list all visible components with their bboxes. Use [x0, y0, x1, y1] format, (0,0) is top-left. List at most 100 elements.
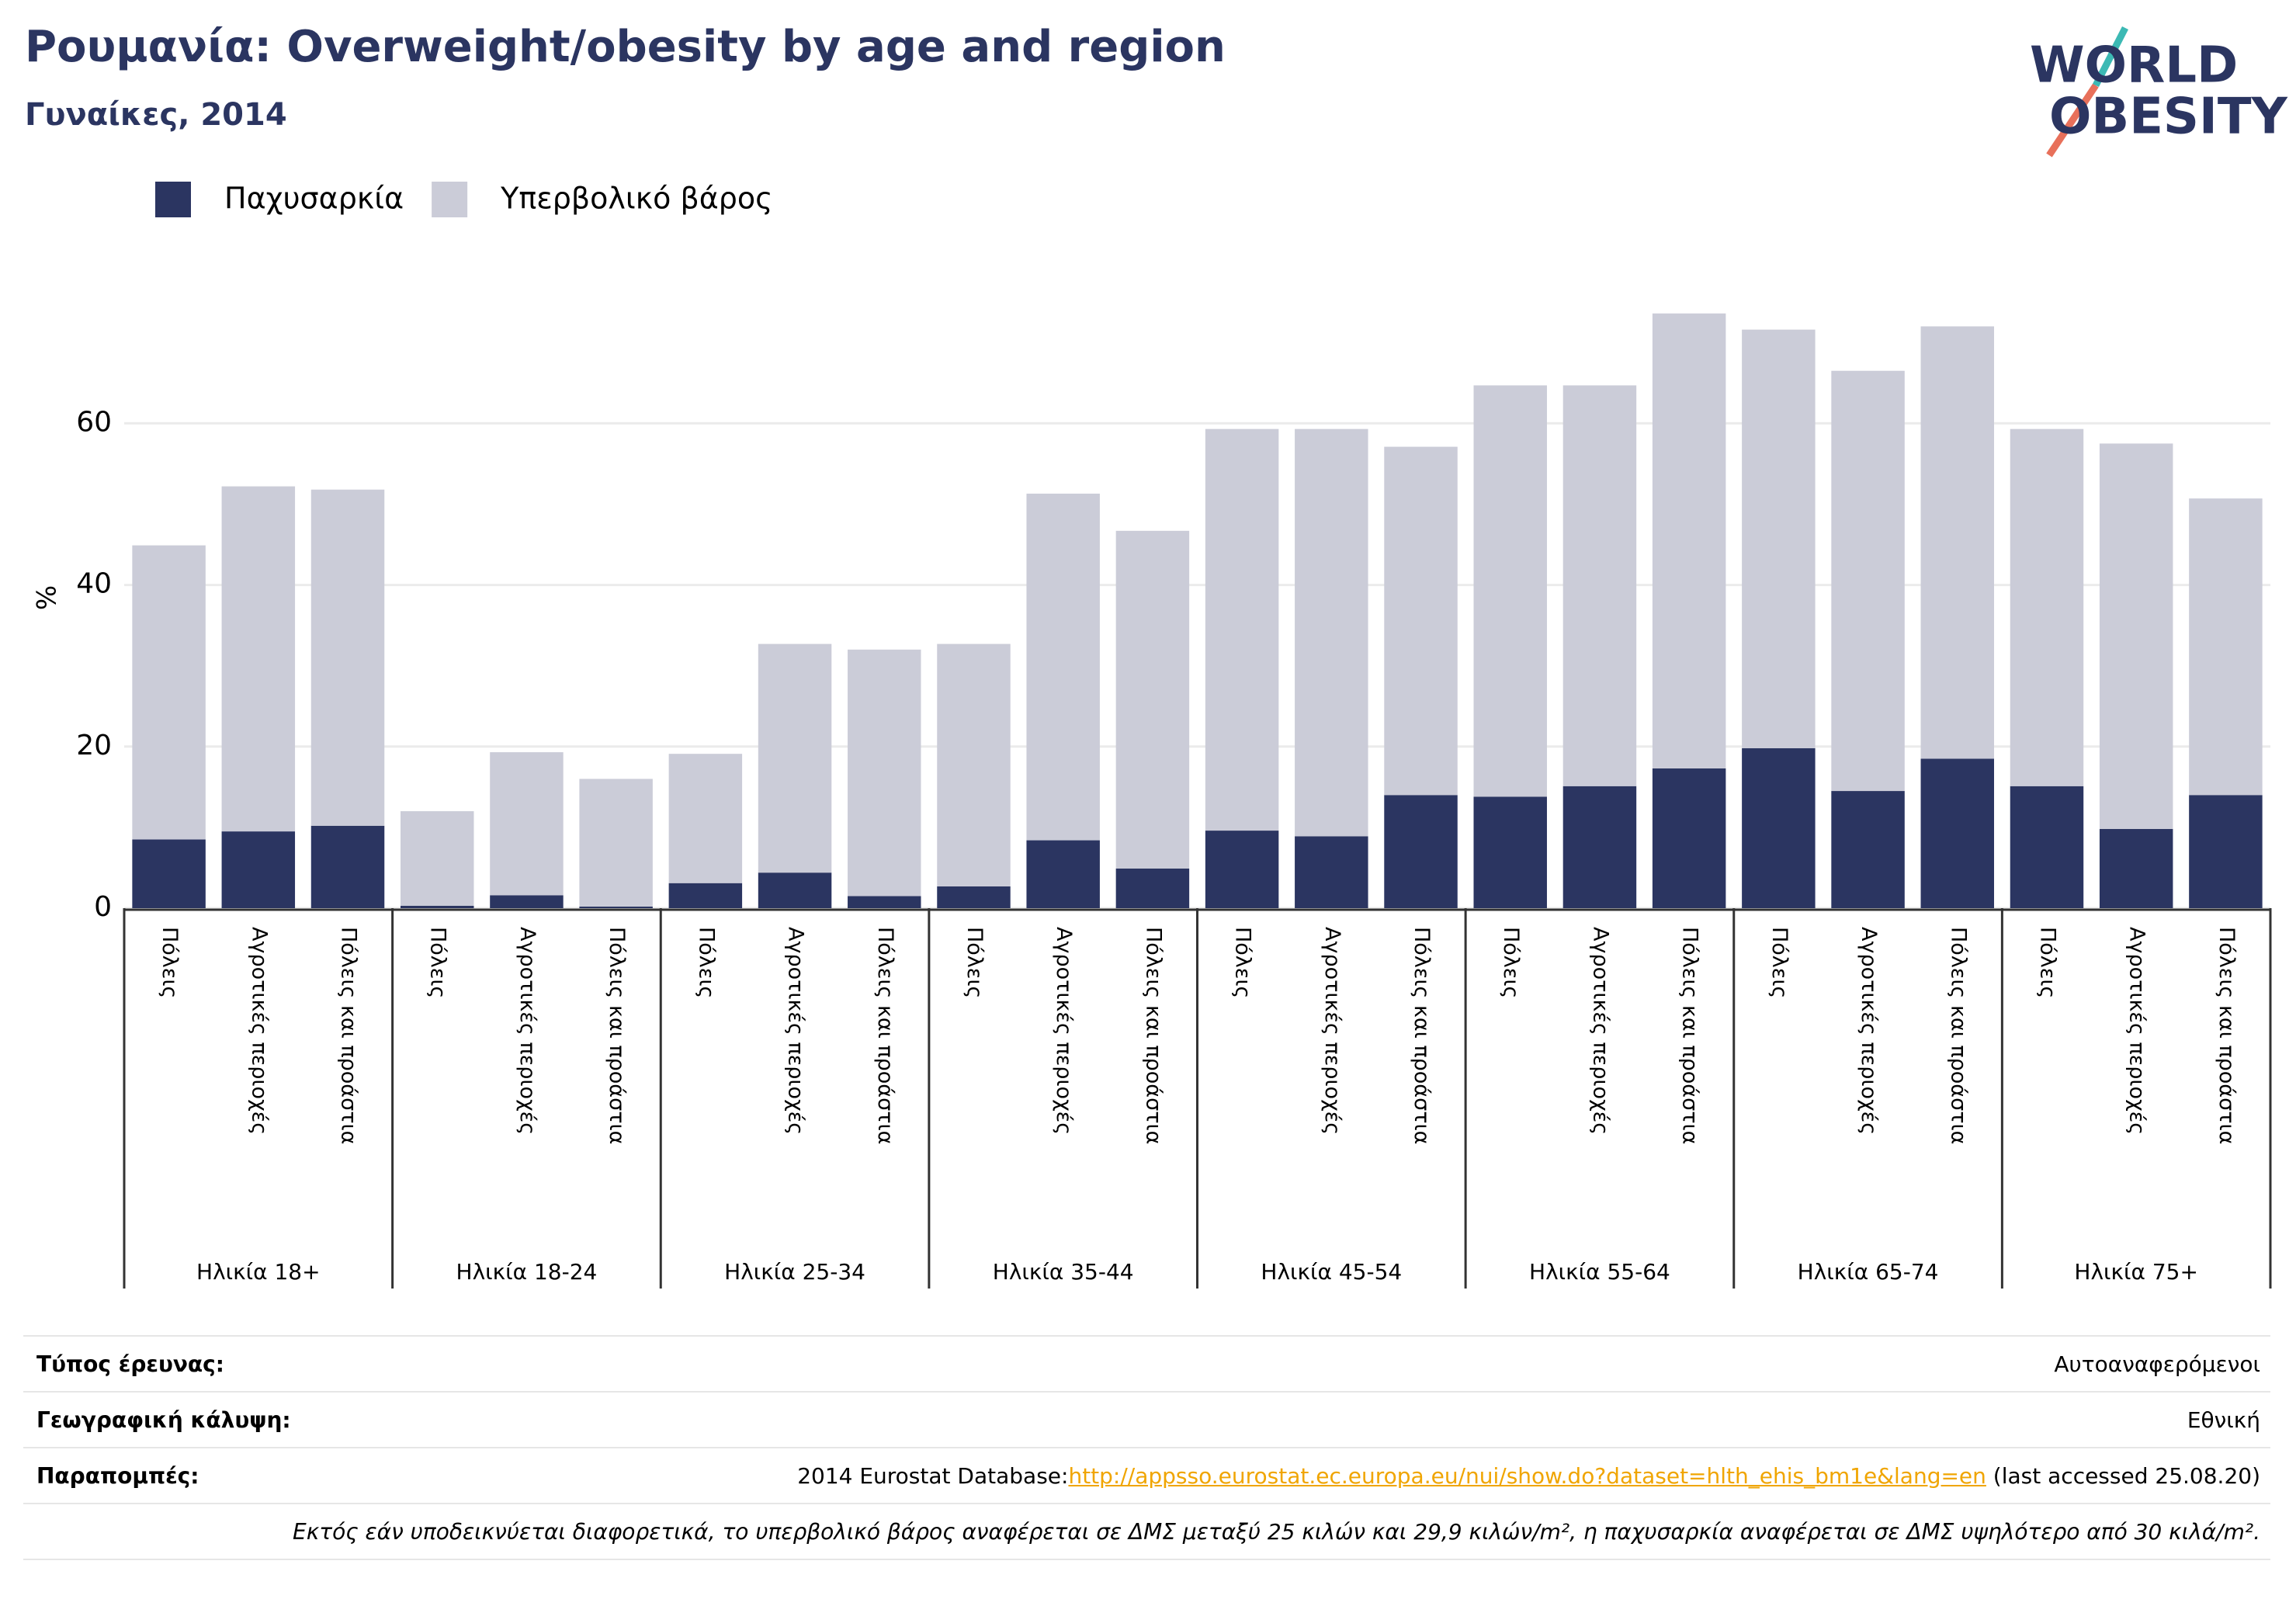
footer-row: Τύπος έρευνας: Αυτοαναφερόμενοι — [36, 1337, 2260, 1391]
bar-segment — [310, 489, 385, 826]
footer-value: Εθνική — [2187, 1406, 2260, 1433]
x-tick-label: Πόλεις — [962, 927, 987, 998]
bar-segment — [1384, 446, 1458, 796]
bar-segment — [1473, 796, 1547, 908]
bar-segment — [1115, 530, 1190, 869]
bar-segment — [2099, 443, 2173, 829]
chart-subtitle: Γυναίκες, 2014 — [25, 97, 287, 133]
bar-segment — [1473, 385, 1547, 797]
logo-text: OBESITY — [2049, 88, 2287, 146]
bar-segment — [1742, 329, 1816, 748]
bar-segment — [2099, 828, 2173, 908]
divider — [23, 1447, 2270, 1448]
divider — [23, 1391, 2270, 1393]
x-tick-label: Πόλεις και προάστια — [337, 927, 361, 1144]
divider — [23, 1503, 2270, 1504]
group-label: Ηλικία 45-54 — [1261, 1259, 1402, 1285]
x-tick-label: Πόλεις και προάστια — [873, 927, 897, 1144]
x-tick-label: Πόλεις και προάστια — [605, 927, 629, 1144]
x-tick-label: Πόλεις — [2035, 927, 2059, 998]
bar-segment — [1026, 493, 1100, 841]
y-tick-label: 0 — [94, 891, 112, 923]
bar-segment — [310, 825, 385, 908]
bar-segment — [1652, 768, 1726, 908]
bar-segment — [579, 906, 653, 908]
logo-stroke — [2046, 83, 2099, 158]
bar-segment — [1831, 791, 1905, 908]
bar-segment — [848, 896, 921, 908]
x-tick-label: Πόλεις — [158, 927, 182, 998]
group-label: Ηλικία 35-44 — [993, 1259, 1134, 1285]
legend-swatch — [432, 182, 468, 217]
bar-segment — [1562, 385, 1637, 786]
x-tick-label: Αγροτικές περιοχές — [1052, 927, 1076, 1135]
ref-link[interactable]: http://appsso.eurostat.ec.europa.eu/nui/… — [1068, 1462, 1986, 1489]
bar-segment — [1920, 326, 1995, 759]
divider — [23, 1335, 2270, 1337]
x-tick-label: Πόλεις — [1767, 927, 1791, 998]
x-tick-label: Αγροτικές περιοχές — [784, 927, 808, 1135]
group-label: Ηλικία 18-24 — [456, 1259, 598, 1285]
x-tick-label: Πόλεις και προάστια — [1141, 927, 1165, 1144]
bar-segment — [221, 831, 296, 908]
bar-segment — [937, 643, 1011, 886]
bar-segment — [1742, 747, 1816, 908]
ref-suffix: (last accessed 25.08.20) — [1986, 1462, 2260, 1489]
footer-value: 2014 Eurostat Database:http://appsso.eur… — [797, 1463, 2260, 1489]
x-tick-label: Αγροτικές περιοχές — [2125, 927, 2149, 1135]
footer-label: Τύπος έρευνας: — [36, 1351, 224, 1377]
group-label: Ηλικία 18+ — [196, 1259, 321, 1285]
divider — [23, 1559, 2270, 1560]
group-label: Ηλικία 25-34 — [724, 1259, 865, 1285]
x-tick-label: Πόλεις και προάστια — [2214, 927, 2239, 1144]
x-tick-label: Πόλεις — [1499, 927, 1523, 998]
y-tick-label: 20 — [76, 730, 112, 761]
bar-segment — [1295, 836, 1368, 908]
bar-segment — [2189, 498, 2263, 796]
x-tick-label: Αγροτικές περιοχές — [1857, 927, 1881, 1135]
footer-row: Παραπομπές: 2014 Eurostat Database:http:/… — [36, 1448, 2260, 1503]
y-tick-label: 60 — [76, 406, 112, 438]
x-tick-label: Αγροτικές περιοχές — [1588, 927, 1612, 1135]
bar-segment — [2010, 786, 2084, 908]
bar-segment — [1562, 786, 1637, 908]
bar-segment — [1205, 428, 1279, 831]
bar-segment — [758, 643, 832, 873]
bar-segment — [2010, 428, 2084, 786]
bar-segment — [132, 545, 206, 840]
legend-swatch — [155, 182, 191, 217]
bar-segment — [579, 779, 653, 907]
legend-label: Παχυσαρκία — [224, 182, 404, 216]
bar-segment — [1384, 795, 1458, 908]
bar-segment — [400, 905, 474, 908]
bar-segment — [400, 811, 474, 906]
bar-segment — [221, 486, 296, 832]
footer-note-row: Εκτός εάν υποδεικνύεται διαφορετικά, το … — [36, 1504, 2260, 1559]
bar-segment — [1115, 868, 1190, 908]
bar-segment — [1652, 313, 1726, 768]
bar-segment — [132, 839, 206, 908]
group-label: Ηλικία 55-64 — [1529, 1259, 1670, 1285]
footer-label: Γεωγραφική κάλυψη: — [36, 1406, 291, 1433]
group-label: Ηλικία 65-74 — [1798, 1259, 1939, 1285]
logo-stroke — [2092, 26, 2129, 88]
x-tick-label: Πόλεις — [694, 927, 718, 998]
bar-segment — [848, 649, 921, 897]
bar-segment — [1295, 428, 1368, 837]
y-axis-label: % — [32, 585, 63, 610]
x-tick-label: Αγροτικές περιοχές — [515, 927, 539, 1135]
footer-value: Αυτοαναφερόμενοι — [2054, 1351, 2260, 1377]
chart-title: Ρουμανία: Overweight/obesity by age and … — [25, 22, 1226, 72]
footer-label: Παραπομπές: — [36, 1462, 199, 1489]
bar-segment — [1205, 831, 1279, 908]
x-tick-label: Πόλεις — [1231, 927, 1255, 998]
bar-segment — [1831, 370, 1905, 792]
bar-segment — [490, 895, 564, 908]
bar-segment — [2189, 795, 2263, 908]
legend-label: Υπερβολικό βάρος — [500, 182, 772, 216]
bar-segment — [490, 752, 564, 896]
x-tick-label: Πόλεις — [426, 927, 450, 998]
x-tick-label: Πόλεις και προάστια — [1410, 927, 1434, 1144]
footer-row: Γεωγραφική κάλυψη: Εθνική — [36, 1393, 2260, 1447]
